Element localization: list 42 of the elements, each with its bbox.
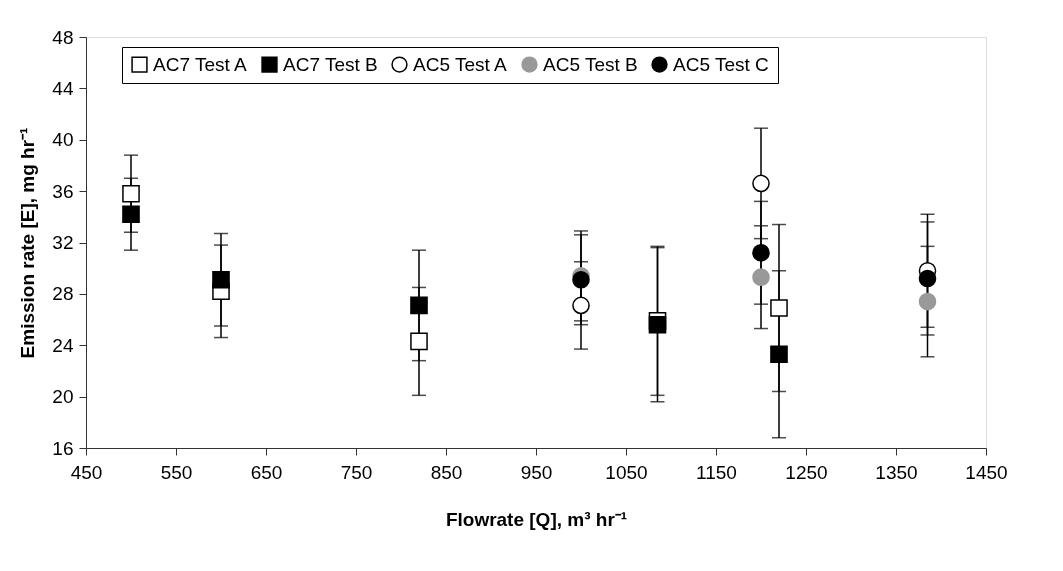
point xyxy=(572,296,590,315)
x-tick-label: 950 xyxy=(520,461,553,483)
x-tick-label: 750 xyxy=(340,461,373,483)
y-tick-label: 24 xyxy=(52,334,74,356)
y-tick-label: 20 xyxy=(52,386,74,408)
x-tick-label: 1250 xyxy=(785,461,828,483)
legend-label: AC5 Test A xyxy=(413,53,507,75)
legend-label: AC5 Test C xyxy=(673,53,769,75)
x-tick-label: 450 xyxy=(70,461,103,483)
point xyxy=(572,270,590,289)
point xyxy=(770,345,788,364)
x-tick-label: 1150 xyxy=(696,461,737,483)
point xyxy=(122,205,140,224)
y-tick-label: 48 xyxy=(52,26,74,48)
x-tick-label: 1450 xyxy=(965,461,1008,483)
point xyxy=(770,299,788,317)
x-axis-title: Flowrate [Q], m³ hr⁻¹ xyxy=(445,508,628,530)
point xyxy=(410,296,428,315)
point xyxy=(648,315,667,334)
point xyxy=(752,174,770,193)
point xyxy=(918,269,937,288)
y-tick-label: 32 xyxy=(52,232,74,253)
point xyxy=(918,292,937,311)
point xyxy=(752,268,770,286)
point xyxy=(752,243,770,262)
x-tick-label: 1050 xyxy=(605,461,648,483)
x-tick-label: 1350 xyxy=(875,461,918,483)
legend-label: AC7 Test A xyxy=(153,53,247,75)
point xyxy=(212,270,230,289)
y-tick-label: 40 xyxy=(52,129,74,151)
y-tick-label: 28 xyxy=(52,283,74,305)
x-tick-label: 550 xyxy=(160,461,193,483)
legend-label: AC5 Test B xyxy=(543,53,638,75)
y-tick-label: 16 xyxy=(52,437,74,459)
y-tick-label: 36 xyxy=(52,180,74,202)
point xyxy=(122,184,140,203)
x-tick-label: 850 xyxy=(430,461,463,483)
y-axis-title: Emission rate [E], mg hr⁻¹ xyxy=(17,127,39,359)
x-tick-label: 650 xyxy=(250,461,283,483)
y-tick-label: 44 xyxy=(52,77,74,99)
legend-label: AC7 Test B xyxy=(283,53,378,75)
point xyxy=(410,332,428,351)
